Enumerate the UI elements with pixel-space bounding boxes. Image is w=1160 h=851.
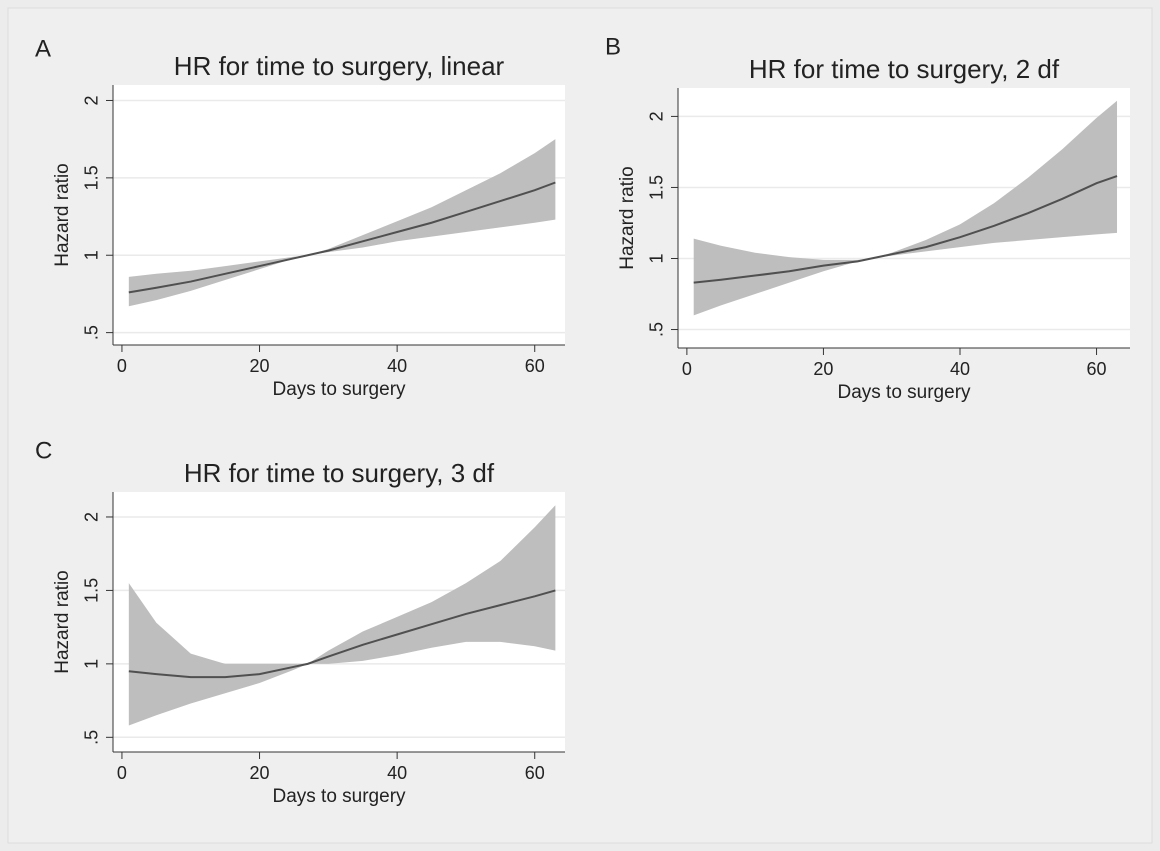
hazard-line: [693, 175, 1118, 284]
x-axis-label: Days to surgery: [272, 379, 406, 400]
confidence-band: [128, 139, 556, 307]
confidence-band: [693, 100, 1118, 316]
y-axis-label: Hazard ratio: [617, 166, 638, 270]
hazard-line: [128, 589, 556, 679]
x-axis-label: Days to surgery: [837, 382, 971, 403]
x-tick-label: 20: [250, 763, 270, 783]
panel-label: C: [35, 437, 52, 464]
x-tick-label: 40: [387, 356, 407, 376]
x-tick-label: 40: [387, 763, 407, 783]
x-tick-label: 40: [950, 359, 970, 379]
y-tick-label: 2: [82, 512, 102, 522]
y-axis-label: Hazard ratio: [52, 570, 73, 674]
x-tick-label: 60: [1087, 359, 1107, 379]
y-tick-label: 1: [82, 250, 102, 260]
y-tick-label: 1: [647, 253, 667, 263]
panel-label: A: [35, 35, 51, 62]
y-tick-label: 1.5: [647, 175, 667, 200]
x-axis-label: Days to surgery: [272, 786, 406, 807]
y-tick-label: .5: [82, 325, 102, 340]
confidence-band: [128, 505, 556, 726]
x-tick-label: 60: [525, 356, 545, 376]
chart-title: HR for time to surgery, linear: [174, 51, 505, 81]
y-tick-label: 1: [82, 659, 102, 669]
x-tick-label: 0: [117, 763, 127, 783]
y-tick-label: 1.5: [82, 165, 102, 190]
y-axis-label: Hazard ratio: [52, 163, 73, 267]
x-tick-label: 20: [813, 359, 833, 379]
chart-title: HR for time to surgery, 3 df: [184, 458, 495, 488]
y-tick-label: 2: [647, 111, 667, 121]
y-tick-label: .5: [647, 322, 667, 337]
y-tick-label: 2: [82, 95, 102, 105]
x-tick-label: 20: [250, 356, 270, 376]
y-tick-label: .5: [82, 730, 102, 745]
x-tick-label: 0: [117, 356, 127, 376]
chart-title: HR for time to surgery, 2 df: [749, 54, 1060, 84]
x-tick-label: 0: [682, 359, 692, 379]
panel-label: B: [605, 33, 621, 60]
y-tick-label: 1.5: [82, 578, 102, 603]
hazard-line: [128, 181, 556, 294]
x-tick-label: 60: [525, 763, 545, 783]
